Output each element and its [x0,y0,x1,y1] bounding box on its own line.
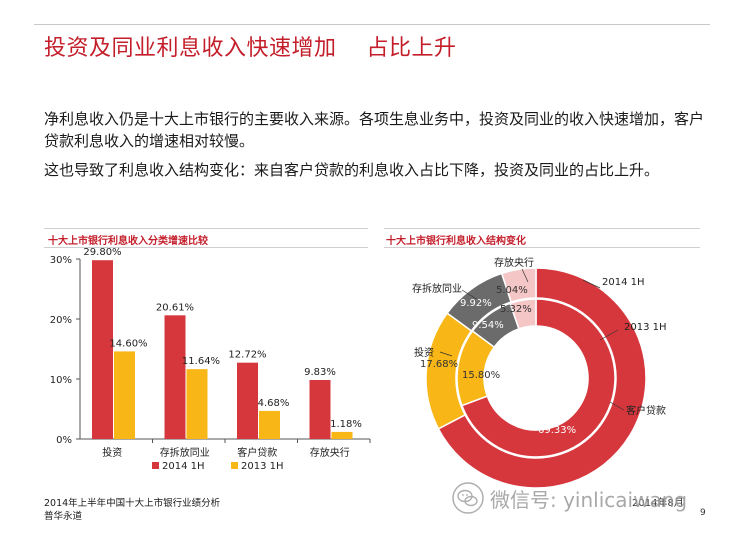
y-tick-label: 20% [50,315,72,326]
legend-label: 2014 1H [162,461,205,472]
category-leader [461,289,479,301]
bar-2014-3 [309,380,331,439]
donut-chart-title: 十大上市银行利息收入结构变化 [386,236,526,247]
category-leader [439,351,453,357]
category-label: 投资 [102,446,122,459]
footer-date: 2014年8月 [632,498,684,509]
paragraph-1: 净利息收入仍是十大上市银行的主要收入来源。各项生息业务中，投资及同业的收入快速增… [44,110,705,150]
bar-2013-3 [331,431,353,439]
bar-data-label: 12.72% [228,350,266,361]
bar-section-bottom-rule [44,247,368,248]
bar-2014-2 [237,362,258,439]
category-label: 客户贷款 [237,446,277,459]
category-label: 存放央行 [310,446,350,459]
category-label: 存拆放同业 [160,446,210,459]
series-label-2014: 2014 1H [602,277,645,288]
bar-chart-title: 十大上市银行利息收入分类增速比较 [48,236,208,247]
donut-outer-slice-3 [500,267,537,303]
footer-company: 普华永道 [44,511,83,522]
donut-section-top-rule [384,228,700,229]
donut-data-label: 9.92% [460,298,492,309]
bar-2013-0 [114,351,135,439]
top-divider [34,24,710,25]
donut-data-label: 15.80% [462,370,500,381]
wechat-watermark: 微信号: yinlicaiwang [452,482,687,514]
y-tick-label: 10% [50,375,72,386]
bar-2013-2 [259,410,280,439]
donut-data-label: 5.32% [500,304,532,315]
legend-label: 2013 1H [241,461,284,472]
donut-category-label: 存拆放同业 [412,282,462,295]
donut-category-label: 投资 [414,346,434,359]
category-leader [521,268,529,283]
bar-2014-1 [164,315,186,439]
page-title: 投资及同业利息收入快速增加 占比上升 [44,36,457,61]
bar-data-label: 4.68% [258,398,290,409]
category-leader [609,401,625,411]
bar-data-label: 14.60% [109,338,147,349]
donut-outer-slice-0 [437,267,647,489]
bar-2014-0 [92,260,113,439]
series-leader-inner [599,329,619,341]
donut-data-label: 9.54% [472,320,504,331]
donut-data-label: 5.04% [496,285,528,296]
donut-category-label: 存放央行 [494,256,534,269]
legend-swatch [231,462,238,469]
donut-category-label: 客户贷款 [626,404,666,417]
donut-inner-slice-3 [509,298,537,330]
page-number: 9 [700,508,706,518]
series-leader-outer [582,279,601,289]
wechat-icon [452,482,484,514]
donut-data-label: 17.68% [420,359,458,370]
bar-section-top-rule [44,228,368,229]
y-tick-label: 30% [50,255,72,266]
donut-section-bottom-rule [384,247,700,248]
bar-data-label: 11.64% [182,356,220,367]
donut-data-label: 69.33% [538,425,576,436]
y-tick-label: 0% [56,435,72,446]
donut-inner-slice-0 [460,298,616,458]
bar-data-label: 20.61% [156,302,194,313]
bar-data-label: 29.80% [83,247,121,258]
footer-report-title: 2014年上半年中国十大上市银行业绩分析 [44,498,221,509]
bar-data-label: 1.18% [330,419,362,430]
watermark-text: 微信号: yinlicaiwang [490,487,688,512]
paragraph-2: 这也导致了利息收入结构变化：来自客户贷款的利息收入占比下降，投资及同业的占比上升… [44,161,660,179]
bar-2013-1 [186,369,208,439]
legend-swatch [152,462,159,469]
bar-data-label: 9.83% [304,367,336,378]
series-label-2013: 2013 1H [624,322,667,333]
